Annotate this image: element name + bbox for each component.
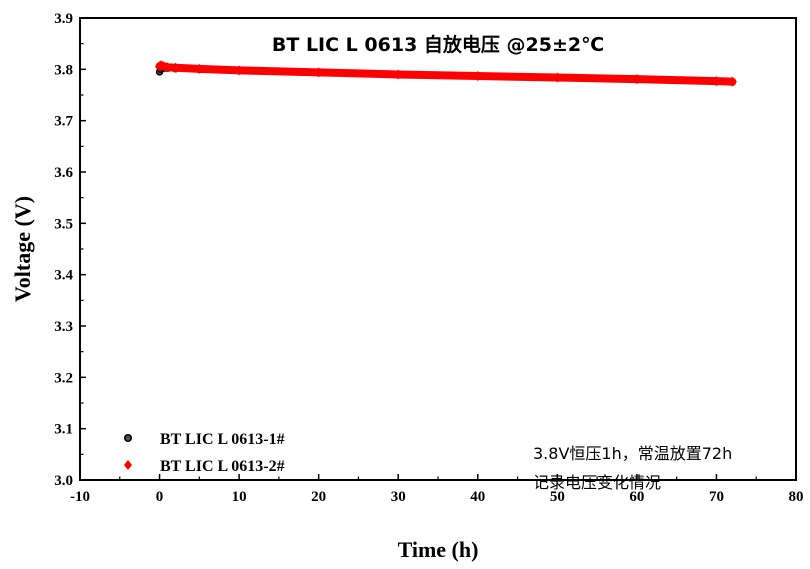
- series-2-point: [711, 76, 721, 87]
- series-2-point: [314, 67, 324, 78]
- annotation-line-1: 3.8V恒压1h，常温放置72h: [533, 444, 732, 463]
- series-2-point: [393, 69, 403, 80]
- x-tick-label: 0: [156, 489, 164, 505]
- y-tick-label: 3.4: [54, 268, 73, 284]
- series-2-point: [473, 71, 483, 82]
- y-tick-labels: 3.0 3.1 3.2 3.3 3.4 3.5 3.6 3.7 3.8 3.9: [54, 11, 73, 489]
- legend-label-series-1: BT LIC L 0613-1#: [160, 431, 285, 448]
- series-2-point: [163, 62, 173, 73]
- annotation: 3.8V恒压1h，常温放置72h 记录电压变化情况: [533, 444, 732, 492]
- legend-marker-series-2: [124, 460, 132, 470]
- series-2-point: [170, 62, 180, 73]
- x-tick-label: 30: [391, 489, 406, 505]
- series-2-point: [632, 74, 642, 85]
- x-tick-label: 70: [709, 489, 724, 505]
- x-tick-label: 10: [232, 489, 247, 505]
- series-2-point: [727, 76, 737, 87]
- series-2-point: [552, 72, 562, 83]
- y-tick-label: 3.7: [54, 114, 73, 130]
- chart-title: BT LIC L 0613 自放电压 @25±2℃: [272, 33, 604, 56]
- x-tick-label: 20: [311, 489, 326, 505]
- y-tick-label: 3.0: [54, 473, 73, 489]
- y-tick-label: 3.9: [54, 11, 73, 27]
- x-tick-labels: -10 0 10 20 30 40 50 60 70 80: [70, 489, 804, 505]
- y-tick-label: 3.1: [54, 422, 73, 438]
- y-tick-label: 3.3: [54, 319, 73, 335]
- legend-label-series-2: BT LIC L 0613-2#: [160, 458, 285, 475]
- y-tick-label: 3.6: [54, 165, 73, 181]
- y-axis-title: Voltage (V): [10, 196, 35, 302]
- x-tick-label: 80: [789, 489, 804, 505]
- x-tick-label: 40: [470, 489, 485, 505]
- axis-ticks: [79, 17, 797, 481]
- series-2-point: [194, 63, 204, 74]
- x-tick-label: -10: [70, 489, 90, 505]
- x-tick-label: 50: [550, 489, 565, 505]
- annotation-line-2: 记录电压变化情况: [533, 473, 661, 492]
- x-tick-label: 60: [629, 489, 644, 505]
- series-2-trace: [155, 61, 737, 86]
- legend-marker-series-1: [124, 433, 133, 442]
- series-layer: [155, 60, 737, 87]
- y-tick-label: 3.5: [54, 216, 73, 232]
- x-axis-title: Time (h): [398, 537, 479, 562]
- plot-frame: [79, 17, 797, 481]
- y-tick-label: 3.8: [54, 62, 73, 78]
- series-2-point: [234, 65, 244, 76]
- legend: BT LIC L 0613-1# BT LIC L 0613-2#: [124, 431, 285, 475]
- y-tick-label: 3.2: [54, 370, 73, 386]
